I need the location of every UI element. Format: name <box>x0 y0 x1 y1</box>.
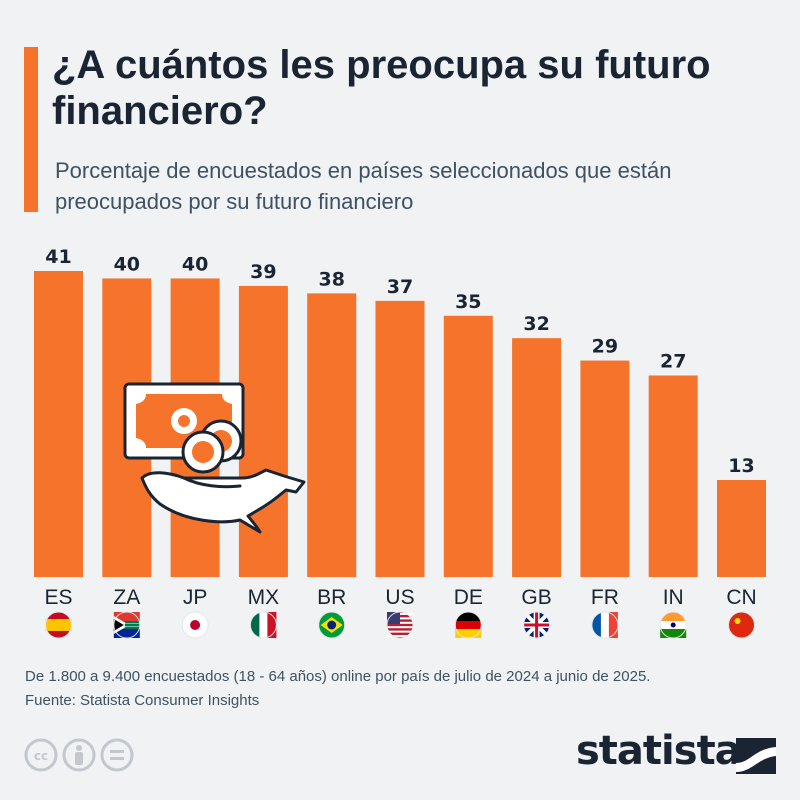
bar-us <box>375 300 425 577</box>
germany-flag-icon <box>454 611 482 639</box>
category-label-gb: GB <box>521 586 551 609</box>
japan-flag-icon <box>181 611 209 639</box>
mexico-flag-icon <box>249 611 277 639</box>
france-flag-icon <box>591 611 619 639</box>
svg-text:cc: cc <box>34 749 48 763</box>
india-flag-icon <box>659 611 687 639</box>
statista-logo[interactable]: statista <box>576 728 742 774</box>
value-label-cn: 13 <box>728 455 754 477</box>
value-label-us: 37 <box>387 276 413 298</box>
bar-gb <box>512 338 562 577</box>
creative-commons-icon: cc <box>24 738 58 772</box>
value-label-fr: 29 <box>592 336 618 358</box>
chart-subtitle: Porcentaje de encuestados en países sele… <box>55 158 672 214</box>
value-label-in: 27 <box>660 350 686 372</box>
category-label-za: ZA <box>113 586 140 609</box>
value-label-de: 35 <box>455 291 481 313</box>
value-label-es: 41 <box>45 246 71 268</box>
value-label-mx: 39 <box>250 261 276 283</box>
chart-title: ¿A cuántos les preocupa su futuro financ… <box>52 43 711 133</box>
value-label-za: 40 <box>114 253 140 275</box>
category-label-cn: CN <box>726 586 756 609</box>
usa-flag-icon <box>386 611 414 639</box>
value-label-jp: 40 <box>182 253 208 275</box>
brazil-flag-icon <box>318 611 346 639</box>
category-label-de: DE <box>454 586 483 609</box>
china-flag-icon <box>728 611 755 639</box>
value-label-gb: 32 <box>523 313 549 335</box>
bar-br <box>307 293 357 577</box>
license-icons: cc <box>24 738 134 772</box>
no-derivatives-icon <box>100 738 134 772</box>
bar-es <box>34 271 83 577</box>
category-label-mx: MX <box>248 586 280 609</box>
bar-de <box>443 315 493 577</box>
bar-cn <box>717 479 766 577</box>
category-label-br: BR <box>317 586 346 609</box>
source-note: Fuente: Statista Consumer Insights <box>25 692 260 709</box>
bar-fr <box>580 360 630 577</box>
footnote: De 1.800 a 9.400 encuestados (18 - 64 añ… <box>25 665 650 713</box>
survey-note: De 1.800 a 9.400 encuestados (18 - 64 añ… <box>25 668 651 685</box>
attribution-icon <box>62 738 96 772</box>
value-label-br: 38 <box>318 268 344 290</box>
category-label-jp: JP <box>183 586 208 609</box>
money-hand-illustration <box>123 382 306 534</box>
category-label-es: ES <box>44 586 72 609</box>
bar-in <box>648 375 698 577</box>
uk-flag-icon <box>523 611 551 639</box>
category-label-in: IN <box>663 586 684 609</box>
south-africa-flag-icon <box>113 611 141 639</box>
category-label-us: US <box>385 586 414 609</box>
bar-chart: 41 ES 40 ZA 40 JP 39 MX 38 BR 37 US 35 DE 32 GB 29 FR 27 IN… <box>34 246 766 639</box>
spain-flag-icon <box>45 611 72 639</box>
category-label-fr: FR <box>591 586 619 609</box>
statista-logo-icon <box>736 738 776 774</box>
title-accent-bar <box>24 47 38 212</box>
bar-mx <box>238 285 288 577</box>
